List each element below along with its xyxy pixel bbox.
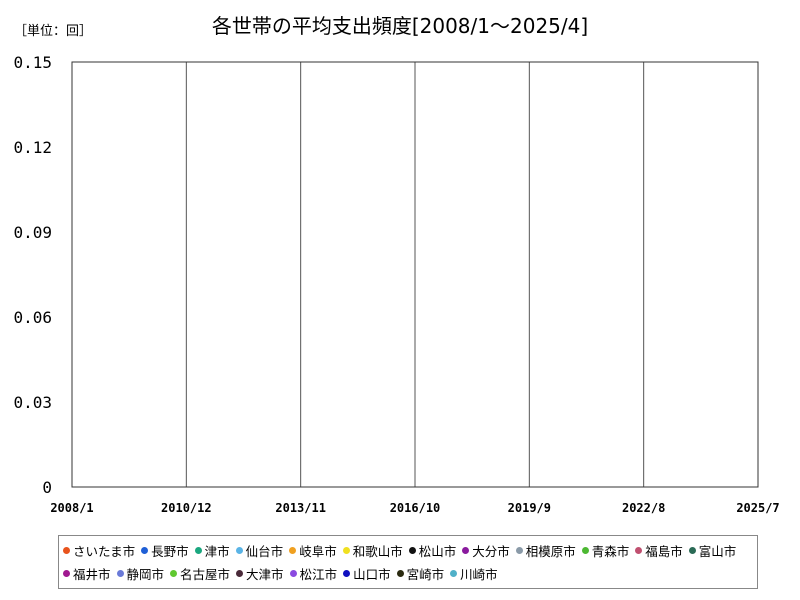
legend-label: 岐阜市 [299, 544, 337, 559]
legend-label: 津市 [204, 544, 230, 559]
x-tick-label: 2010/12 [161, 501, 212, 515]
legend-item: 松江市 [289, 564, 338, 583]
legend-marker-icon [116, 570, 124, 577]
y-tick-label: 0.06 [13, 308, 52, 327]
legend-marker-icon [63, 570, 70, 577]
legend-label: 大津市 [246, 567, 284, 582]
legend-marker-icon [194, 547, 202, 554]
y-tick-label: 0.12 [13, 138, 52, 157]
legend-marker-icon [141, 547, 149, 554]
y-tick-label: 0.03 [13, 393, 52, 412]
x-tick-label: 2022/8 [622, 501, 665, 515]
legend-marker-icon [396, 570, 404, 577]
legend-label: 富山市 [698, 544, 737, 559]
legend-marker-icon [688, 547, 696, 554]
legend-label: 名古屋市 [180, 567, 231, 582]
legend-item: さいたま市 [63, 541, 135, 560]
legend-label: 長野市 [151, 544, 189, 559]
legend-item: 名古屋市 [170, 564, 230, 583]
legend-item: 和歌山市 [342, 541, 403, 560]
y-axis: 0 0.03 0.06 0.09 0.12 0.15 [13, 53, 52, 497]
legend-label: 青森市 [591, 544, 630, 559]
legend-marker-icon [515, 547, 523, 554]
legend-marker-icon [450, 570, 458, 577]
legend-marker-icon [635, 547, 643, 554]
x-tick-label: 2016/10 [390, 501, 441, 515]
x-tick-label: 2013/11 [275, 501, 326, 515]
legend-item: 川崎市 [450, 564, 498, 583]
legend-marker-icon [170, 570, 178, 577]
legend-item: 静岡市 [116, 564, 165, 583]
legend-label: 山口市 [353, 567, 391, 582]
legend-label: 松山市 [418, 544, 457, 559]
legend-label: さいたま市 [73, 544, 136, 559]
legend-marker-icon [235, 547, 243, 554]
x-axis: 2008/1 2010/12 2013/11 2016/10 2019/9 2022/8 2… [50, 501, 779, 515]
x-tick-label: 2019/9 [508, 501, 551, 515]
legend-item: 福島市 [635, 541, 683, 560]
legend-label: 福島市 [645, 544, 683, 559]
legend-item: 大津市 [236, 564, 284, 583]
legend-marker-icon [581, 547, 589, 554]
legend-label: 静岡市 [126, 567, 165, 582]
y-tick-label: 0.15 [13, 53, 52, 72]
legend-label: 福井市 [73, 567, 111, 582]
plot-frame [71, 61, 759, 488]
legend-item: 長野市 [141, 541, 189, 560]
chart-title: 各世帯の平均支出頻度[2008/1～2025/4] [211, 14, 589, 38]
legend-label: 松江市 [299, 567, 338, 582]
legend-item: 富山市 [688, 541, 737, 560]
y-tick-label: 0 [42, 478, 52, 497]
legend-item: 岐阜市 [289, 541, 337, 560]
unit-label: ［単位：回］ [14, 24, 93, 39]
legend-marker-icon [408, 547, 416, 554]
legend-label: 和歌山市 [352, 544, 403, 559]
legend-item: 仙台市 [235, 541, 284, 560]
legend-item: 山口市 [343, 564, 391, 583]
legend-item: 大分市 [462, 541, 510, 560]
legend-item: 相模原市 [515, 541, 576, 560]
legend-marker-icon [289, 547, 297, 554]
legend-item: 福井市 [63, 564, 111, 583]
legend-item: 津市 [194, 541, 230, 560]
legend-marker-icon [289, 570, 297, 577]
legend-label: 川崎市 [460, 567, 498, 582]
y-tick-label: 0.09 [13, 223, 52, 242]
legend-item: 松山市 [408, 541, 457, 560]
legend-marker-icon [236, 570, 244, 577]
x-tick-label: 2025/7 [736, 501, 779, 515]
legend-label: 大分市 [472, 544, 510, 559]
grid [185, 62, 645, 487]
legend-label: 相模原市 [525, 544, 576, 559]
x-tick-label: 2008/1 [50, 501, 93, 515]
legend-label: 宮崎市 [406, 567, 445, 582]
legend-marker-icon [462, 547, 470, 554]
legend-item: 宮崎市 [396, 564, 445, 583]
legend-marker-icon [343, 570, 351, 577]
legend-label: 仙台市 [245, 544, 284, 559]
legend-item: 青森市 [581, 541, 630, 560]
legend-marker-icon [342, 547, 350, 554]
legend-marker-icon [63, 547, 70, 554]
legend: さいたま市 長野市 津市 仙台市 岐阜市 和歌山市 松山市 大分市 相模原市 青森市 福島市 富山市福… [58, 535, 758, 589]
